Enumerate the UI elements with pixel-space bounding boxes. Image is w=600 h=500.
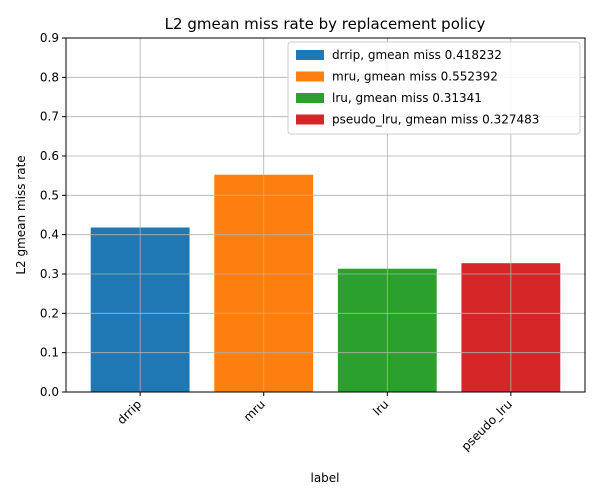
y-axis-ticks: 0.0 0.1 0.2 0.3 0.4 0.5 0.6 0.7 0.8 0.9 [40, 31, 66, 399]
x-tick-label: mru [241, 397, 268, 424]
x-axis-label: label [310, 471, 339, 485]
y-tick-label: 0.3 [40, 267, 59, 281]
legend-swatch [296, 93, 324, 103]
bars [90, 174, 561, 392]
x-tick-label: drrip [114, 397, 144, 427]
y-tick-label: 0.5 [40, 188, 59, 202]
y-tick-label: 0.4 [40, 228, 59, 242]
chart-title: L2 gmean miss rate by replacement policy [165, 15, 486, 33]
y-tick-label: 0.7 [40, 110, 59, 124]
y-axis-label: L2 gmean miss rate [14, 155, 28, 274]
y-tick-label: 0.9 [40, 31, 59, 45]
y-tick-label: 0.1 [40, 346, 59, 360]
legend-entry: lru, gmean miss 0.31341 [332, 91, 482, 105]
x-tick-label: pseudo_lru [459, 397, 515, 453]
legend-entry: pseudo_lru, gmean miss 0.327483 [332, 113, 539, 127]
x-axis-ticks: drrip mru lru pseudo_lru [114, 392, 515, 454]
legend-box [287, 41, 581, 135]
legend-entry: drrip, gmean miss 0.418232 [332, 48, 502, 62]
legend-entry: mru, gmean miss 0.552392 [332, 70, 498, 84]
y-tick-label: 0.0 [40, 385, 59, 399]
legend-swatch [296, 50, 324, 60]
legend-swatch [296, 71, 324, 82]
y-tick-label: 0.6 [40, 149, 59, 163]
x-tick-label: lru [370, 397, 391, 418]
legend: drrip, gmean miss 0.418232 mru, gmean mis… [287, 41, 581, 135]
y-tick-label: 0.2 [40, 306, 59, 320]
y-tick-label: 0.8 [40, 70, 59, 84]
legend-swatch [296, 114, 324, 125]
plot-frame [65, 37, 586, 393]
